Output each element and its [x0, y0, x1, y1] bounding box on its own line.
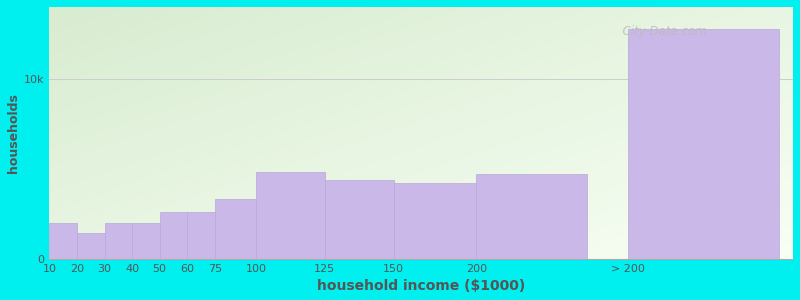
Bar [132, 223, 160, 259]
Bar [256, 172, 325, 259]
Bar [187, 212, 214, 259]
Bar [50, 223, 77, 259]
Bar [325, 179, 394, 259]
X-axis label: household income ($1000): household income ($1000) [317, 279, 526, 293]
Bar [214, 199, 256, 259]
Bar [628, 28, 779, 259]
Y-axis label: households: households [7, 93, 20, 173]
Text: All residents: All residents [356, 0, 444, 1]
Text: City-Data.com: City-Data.com [614, 25, 706, 38]
Bar [394, 183, 476, 259]
Bar [77, 233, 105, 259]
Bar [105, 223, 132, 259]
Bar [160, 212, 187, 259]
Bar [476, 174, 586, 259]
